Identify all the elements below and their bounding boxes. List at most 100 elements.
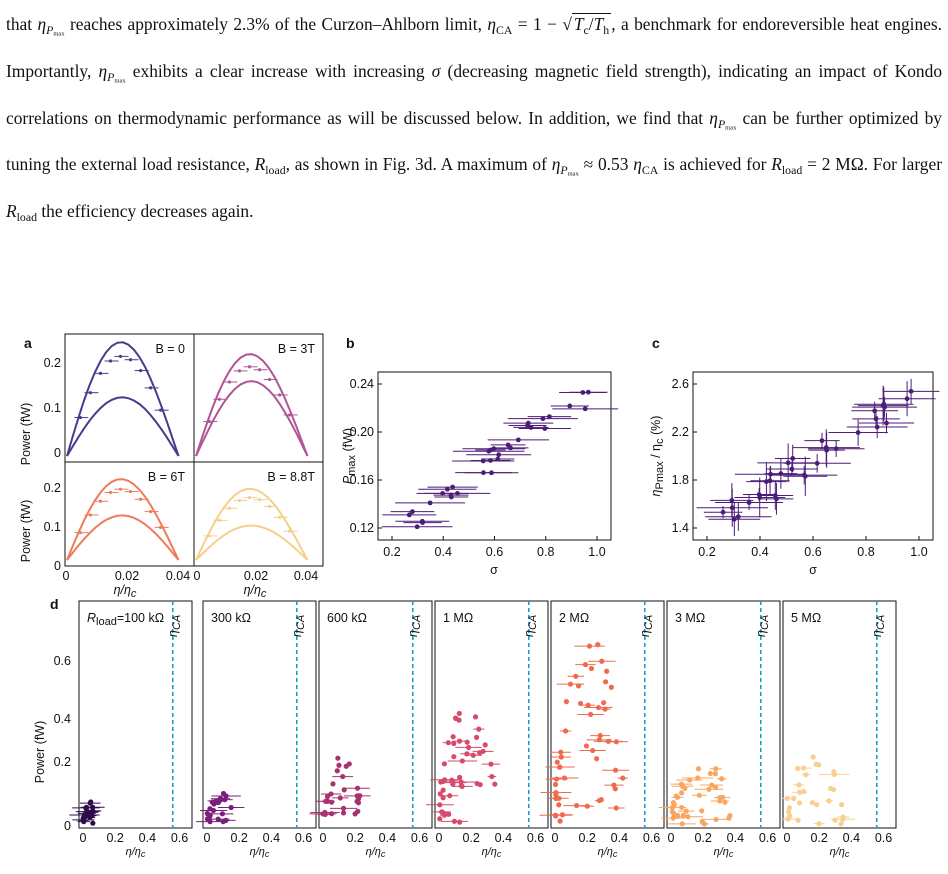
panel-c-ticks: 0.2 0.4 0.6 0.8 1.0 1.4 1.8 2.2 2.6 [672, 377, 928, 559]
eta-ca-label: ηCA [522, 615, 539, 637]
d-xtick: 0.4 [727, 831, 744, 845]
d-data-point [440, 809, 446, 816]
d-data-point [832, 817, 838, 823]
d-data-point [447, 793, 453, 799]
a-data-point [237, 498, 242, 503]
d-xtick: 0 [668, 831, 675, 845]
panel-d-letter: d [50, 596, 59, 612]
a-data-point [118, 487, 123, 491]
d-xtick: 0.6 [759, 831, 776, 845]
d-data-point [669, 809, 675, 815]
a-data-point [118, 354, 123, 358]
d-data-point [322, 811, 328, 818]
d-data-point [795, 765, 801, 772]
y-tick-label: 0.20 [350, 425, 374, 439]
a-curve-upper [66, 341, 180, 457]
d-data-point [601, 700, 607, 706]
d-data-point [456, 710, 462, 717]
scatter-point [406, 512, 412, 518]
a-data-point [257, 498, 262, 502]
y-tick-label: 1.4 [672, 521, 689, 535]
d-xtick: 0 [552, 831, 559, 845]
d-load-label: 2 MΩ [559, 611, 589, 625]
d-data-point [801, 765, 807, 771]
a-xtick-4: 0.02 [244, 569, 268, 583]
d-data-point [355, 800, 362, 806]
d-data-point [713, 816, 719, 823]
d-xtick: 0.4 [843, 831, 860, 845]
d-data-point [679, 783, 686, 789]
subpanel-b88-label: B = 8.8T [267, 470, 315, 484]
eta-ca-label: ηCA [406, 615, 423, 637]
a-ytick-top-2: 0.2 [44, 356, 61, 370]
d-data-point [563, 699, 570, 705]
d-xtick: 0.2 [810, 831, 827, 845]
panel-b-points [381, 389, 619, 530]
d-data-point [340, 805, 347, 811]
d-data-point [451, 754, 457, 760]
panel-a: a Power (fW) Power (fW) B = 0 B = 3T B =… [19, 333, 324, 600]
d-xtick: 0.6 [643, 831, 660, 845]
scatter-point [884, 420, 889, 426]
panel-c: c ηPmax / ηc (%) σ 0.2 0.4 0.6 0.8 1.0 1.4 1.8… [649, 335, 940, 577]
a-data-point [139, 368, 143, 373]
d-data-point [489, 773, 495, 780]
d-data-point [796, 782, 802, 788]
d-xtick: 0.6 [171, 831, 188, 845]
a-data-point [278, 393, 282, 397]
d-data-point [613, 767, 619, 773]
d-data-point [89, 804, 96, 810]
d-data-point [838, 821, 844, 827]
d-data-point [620, 775, 626, 781]
a-data-point [257, 368, 262, 372]
d-data-point [594, 756, 600, 762]
d-data-point [719, 776, 725, 782]
d-data-point [797, 789, 803, 795]
d-data-point [458, 779, 464, 785]
d-data-point [596, 797, 602, 804]
scatter-point [414, 524, 420, 530]
a-ytick-top-1: 0.1 [44, 401, 61, 415]
d-subpanel: ηCA 3 MΩ 0 0.2 0.4 0.6 η/ηc [658, 600, 781, 859]
d-data-point [590, 747, 596, 754]
y-tick-label: 0.12 [350, 521, 374, 535]
d-data-point [215, 816, 221, 822]
d-data-point [457, 819, 463, 825]
d-data-point [599, 658, 605, 664]
eta-ca-label: ηCA [166, 615, 183, 637]
panel-d: d Power (fW) 0 0.2 0.4 0.6 ηCARload=100 … [33, 596, 897, 859]
scatter-point [580, 390, 586, 395]
d-subpanel: ηCA 2 MΩ 0 0.2 0.4 0.6 η/ηc [539, 600, 665, 859]
d-data-point [437, 791, 443, 797]
eta-ca-label: ηCA [638, 615, 655, 637]
d-load-label: 3 MΩ [675, 611, 705, 625]
d-load-label: 5 MΩ [791, 611, 821, 625]
d-data-point [687, 777, 693, 783]
d-load-label: Rload=100 kΩ [87, 611, 164, 628]
d-xtick: 0.4 [495, 831, 512, 845]
a-xtick-0: 0 [63, 569, 70, 583]
scatter-point [767, 478, 773, 484]
d-data-point [87, 800, 93, 806]
d-data-point [712, 771, 718, 777]
a-ytick-bot-1: 0.1 [44, 520, 61, 534]
d-data-point [451, 818, 458, 824]
x-tick-label: 0.2 [698, 545, 715, 559]
d-data-point [726, 815, 732, 821]
scatter-point [582, 406, 588, 412]
d-xtick: 0.2 [694, 831, 711, 845]
subpanel-b3-label: B = 3T [278, 342, 316, 356]
x-tick-label: 0.6 [804, 545, 821, 559]
a-ytick-bot-0: 0 [54, 559, 61, 573]
d-data-point [584, 803, 590, 809]
scatter-point [486, 448, 492, 454]
d-xlabel: η/ηc [126, 846, 146, 859]
d-data-point [437, 816, 443, 822]
d-data-point [558, 749, 564, 755]
d-subpanel-frame [550, 600, 665, 829]
a-data-point [268, 377, 272, 382]
d-data-point [480, 748, 486, 754]
d-subpanel: ηCA 5 MΩ 0 0.2 0.4 0.6 η/ηc [780, 600, 897, 859]
